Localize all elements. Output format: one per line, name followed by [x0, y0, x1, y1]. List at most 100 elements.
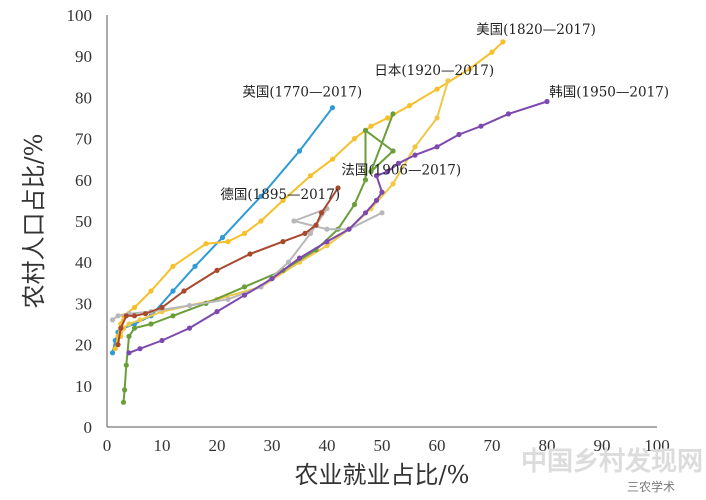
data-point — [170, 263, 176, 269]
x-tick-label: 90 — [594, 436, 611, 455]
data-point — [324, 243, 330, 249]
data-point — [285, 259, 292, 265]
y-tick-label: 0 — [84, 418, 93, 437]
chart-axes — [106, 15, 657, 428]
data-point — [412, 152, 418, 158]
series-label: 美国(1820—2017) — [476, 22, 596, 38]
data-point — [186, 302, 193, 309]
data-point — [351, 201, 358, 208]
data-point — [142, 311, 149, 317]
data-point — [362, 177, 369, 183]
data-point — [241, 230, 248, 236]
data-point — [126, 350, 132, 356]
data-point — [186, 325, 193, 331]
data-point — [329, 156, 336, 162]
series-label-layer: 英国(1770—2017) 美国(1820—2017) 日本(1920—2017) 法… — [220, 22, 669, 203]
data-point — [170, 288, 176, 294]
data-point — [390, 148, 396, 154]
data-point — [214, 267, 220, 273]
data-point — [379, 189, 385, 195]
data-point — [258, 218, 264, 224]
data-point — [126, 321, 132, 327]
series-1 — [109, 105, 336, 356]
x-tick-label: 60 — [429, 436, 446, 455]
data-point — [241, 284, 248, 290]
data-point — [258, 193, 264, 199]
data-point — [406, 103, 413, 109]
y-tick-label: 60 — [75, 171, 92, 190]
x-tick-label: 20 — [209, 436, 226, 455]
data-point — [324, 226, 330, 232]
y-axis-title: 农村人口占比/% — [20, 134, 48, 309]
series-label: 德国(1895—2017) — [220, 187, 340, 203]
data-point — [324, 239, 330, 245]
data-point — [109, 350, 116, 356]
series-label: 法国(1906—2017) — [341, 162, 461, 178]
data-point — [148, 288, 154, 294]
data-point — [390, 111, 396, 117]
x-tick-label: 70 — [484, 436, 501, 455]
data-point — [368, 169, 374, 175]
data-point — [362, 210, 369, 216]
data-point — [478, 123, 484, 129]
x-tick-label: 80 — [539, 436, 556, 455]
data-point — [219, 234, 226, 241]
data-point — [280, 239, 286, 245]
series-line — [122, 113, 394, 403]
data-point — [159, 304, 165, 311]
series-line — [119, 80, 449, 337]
data-point — [346, 226, 352, 232]
data-point — [115, 313, 121, 319]
data-point — [373, 197, 380, 203]
y-tick-labels: 0 10 20 30 40 50 60 70 80 90 100 — [67, 6, 93, 437]
x-tick-label: 50 — [374, 436, 391, 455]
data-point — [384, 169, 391, 175]
data-point — [434, 115, 440, 121]
series-label: 韩国(1950—2017) — [549, 85, 669, 101]
data-point — [412, 144, 418, 150]
y-tick-label: 40 — [75, 253, 92, 272]
data-point — [192, 263, 198, 269]
data-point — [296, 255, 303, 261]
data-point — [362, 127, 369, 133]
data-point — [123, 313, 129, 319]
y-tick-label: 20 — [75, 336, 92, 355]
data-point — [434, 86, 440, 92]
y-tick-label: 70 — [75, 130, 92, 149]
data-point — [445, 78, 451, 84]
data-point — [318, 210, 325, 216]
data-point — [379, 210, 385, 216]
data-point — [291, 218, 297, 224]
data-point — [280, 197, 286, 203]
data-point — [115, 342, 121, 348]
data-point — [131, 325, 138, 331]
data-point — [395, 160, 402, 166]
series-4 — [120, 111, 396, 405]
x-tick-label: 10 — [154, 436, 171, 455]
y-tick-label: 10 — [75, 377, 92, 396]
series-line — [128, 100, 548, 354]
data-point — [120, 399, 127, 405]
data-point — [307, 173, 314, 179]
data-point — [373, 173, 380, 179]
data-point — [329, 105, 336, 111]
data-point — [109, 317, 116, 323]
data-point — [225, 239, 231, 245]
y-tick-label: 100 — [67, 6, 93, 25]
watermark-text: 中国乡村发现网 — [521, 446, 703, 477]
data-point — [434, 144, 440, 150]
y-tick-label: 80 — [75, 88, 92, 107]
data-point — [390, 181, 396, 187]
data-point — [384, 115, 391, 121]
data-point — [181, 288, 187, 294]
data-point — [313, 222, 319, 228]
x-tick-labels: 0 10 20 30 40 50 60 70 80 90 100 — [103, 436, 670, 455]
data-point — [247, 251, 253, 257]
series-5 — [109, 206, 385, 323]
data-point — [137, 317, 143, 323]
data-point — [170, 313, 176, 319]
series-layer — [109, 39, 550, 405]
y-tick-label: 90 — [75, 47, 92, 66]
data-point — [159, 337, 165, 344]
x-tick-label: 40 — [319, 436, 336, 455]
